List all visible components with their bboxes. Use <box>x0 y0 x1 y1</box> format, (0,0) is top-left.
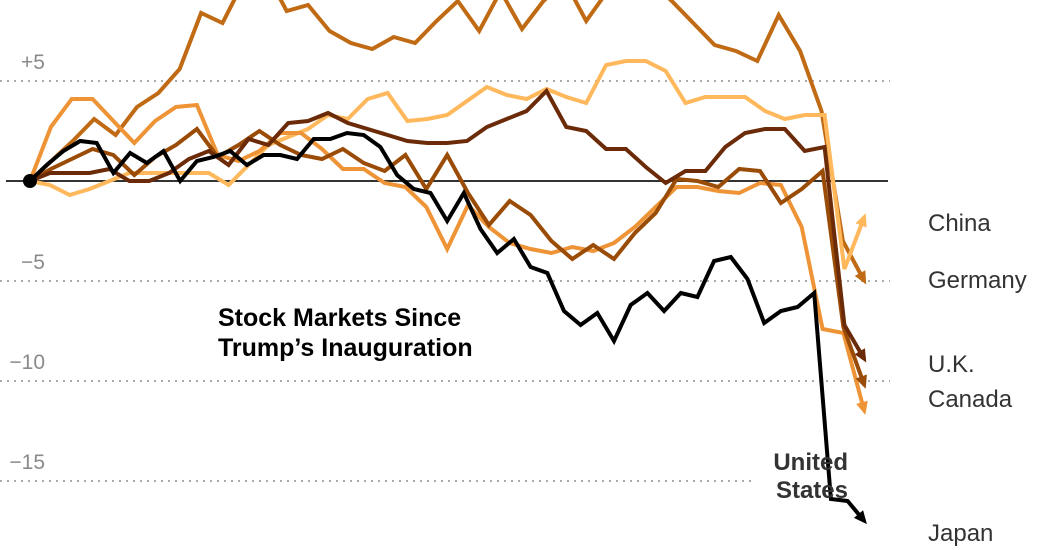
series-label-japan: Japan <box>928 520 993 547</box>
series-label-united-states: United <box>773 449 848 476</box>
chart-title-line-2: Trump’s Inauguration <box>218 334 473 362</box>
series-line-united-states <box>28 130 866 523</box>
series-line-japan <box>28 97 867 412</box>
y-tick-label: +5 <box>21 51 45 74</box>
arrowhead-japan <box>856 400 868 415</box>
series-line-china <box>29 59 867 270</box>
series-line-germany <box>28 0 867 282</box>
y-tick-label: −10 <box>9 351 45 374</box>
series-label-germany: Germany <box>928 267 1027 294</box>
arrowhead-u-k- <box>854 348 867 363</box>
arrowhead-canada <box>855 374 867 389</box>
series-label-u-k-: U.K. <box>928 351 975 378</box>
series-line-canada <box>29 126 867 386</box>
y-tick-label: −5 <box>21 251 45 274</box>
series-lines <box>23 0 868 525</box>
arrowhead-united-states <box>853 510 867 525</box>
arrowhead-china <box>855 213 867 228</box>
y-tick-label: −15 <box>9 451 45 474</box>
series-label-china: China <box>928 210 991 237</box>
series-label-canada: Canada <box>928 386 1013 413</box>
start-marker <box>23 174 37 188</box>
series-line-u-k- <box>29 87 867 361</box>
chart-title-line-1: Stock Markets Since <box>218 304 461 332</box>
series-label-united-states: States <box>776 477 848 504</box>
y-axis-ticks: +5 −5 −10 −15 <box>9 51 45 474</box>
arrowhead-germany <box>854 270 867 285</box>
